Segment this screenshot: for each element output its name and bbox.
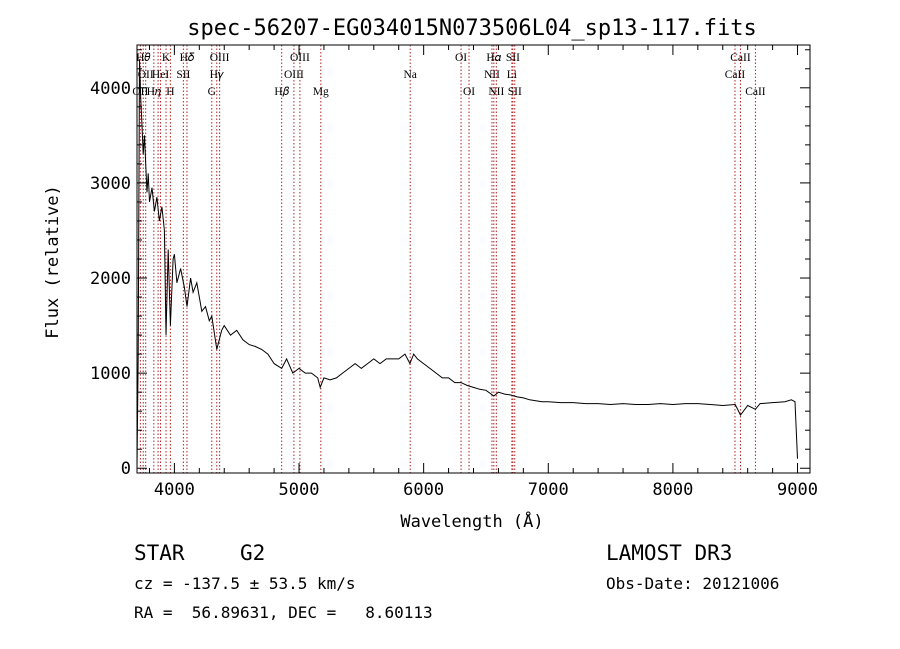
spectral-line-label: Na [403, 69, 416, 81]
y-tick-label: 3000 [90, 174, 131, 194]
y-tick-label: 1000 [90, 364, 131, 384]
spectral-line-label: SII [176, 69, 190, 81]
x-tick-label: 4000 [154, 480, 195, 500]
line-labels: OIIH𝜃OIIH𝜂HeIKHSIIH𝛿GH𝛾OIIIH𝛽OIIIOIIIMgN… [132, 52, 765, 98]
chart-title: spec-56207-EG034015N073506L04_sp13-117.f… [187, 16, 757, 41]
x-axis: 4000 5000 6000 7000 8000 9000 [148, 45, 818, 500]
x-tick-label: 5000 [279, 480, 320, 500]
spectral-line-label: H𝛽 [274, 86, 289, 98]
spectral-line-label: NII [484, 69, 500, 81]
spectral-line-label: OI [455, 52, 467, 64]
spectral-line-label: CaII [730, 52, 751, 64]
y-axis-label: Flux (relative) [43, 185, 63, 339]
spectral-line-label: OI [463, 86, 475, 98]
object-class: STAR [134, 541, 185, 565]
y-tick-label: 4000 [90, 79, 131, 99]
y-axis: 0 1000 2000 3000 4000 [90, 49, 810, 479]
subclass: G2 [240, 541, 266, 565]
survey-name: LAMOST DR3 [606, 541, 733, 565]
spectral-line-label: NII [488, 86, 504, 98]
spectral-line-label: OII [138, 69, 154, 81]
obs-date: Obs-Date: 20121006 [606, 574, 780, 593]
x-tick-label: 6000 [403, 480, 444, 500]
spectral-line-label: OIII [210, 52, 230, 64]
x-axis-label: Wavelength (Å) [400, 510, 543, 532]
spectral-line-label: Li [507, 69, 517, 81]
spectral-line-label: H𝛼 [486, 52, 501, 64]
spectral-line-label: K [162, 52, 171, 64]
redshift-cz: cz = -137.5 ± 53.5 km/s [134, 574, 356, 593]
spectrum-line [136, 59, 798, 469]
spectral-line-label: CaII [725, 69, 746, 81]
x-tick-label: 9000 [777, 480, 818, 500]
spectral-line-label: H𝛿 [180, 52, 195, 64]
spectral-line-label: H𝜃 [136, 52, 150, 64]
x-tick-label: 7000 [528, 480, 569, 500]
spectral-line-label: H [166, 86, 174, 98]
y-tick-label: 0 [121, 459, 131, 479]
spectral-line-label: SII [506, 52, 520, 64]
spectral-line-label: OIII [290, 52, 310, 64]
spectral-line-label: Mg [313, 86, 329, 98]
spectral-line-label: H𝜂 [147, 86, 162, 98]
x-tick-label: 8000 [652, 480, 693, 500]
spectral-line-label: CaII [745, 86, 766, 98]
coordinates: RA = 56.89631, DEC = 8.60113 [134, 603, 433, 622]
line-markers [139, 45, 756, 473]
spectral-line-label: G [208, 86, 216, 98]
spectral-line-label: OIII [284, 69, 304, 81]
plot-frame [136, 44, 811, 474]
spectral-line-label: HeI [152, 69, 169, 81]
spectral-line-label: SII [508, 86, 522, 98]
spectral-line-label: H𝛾 [210, 69, 225, 81]
y-tick-label: 2000 [90, 269, 131, 289]
